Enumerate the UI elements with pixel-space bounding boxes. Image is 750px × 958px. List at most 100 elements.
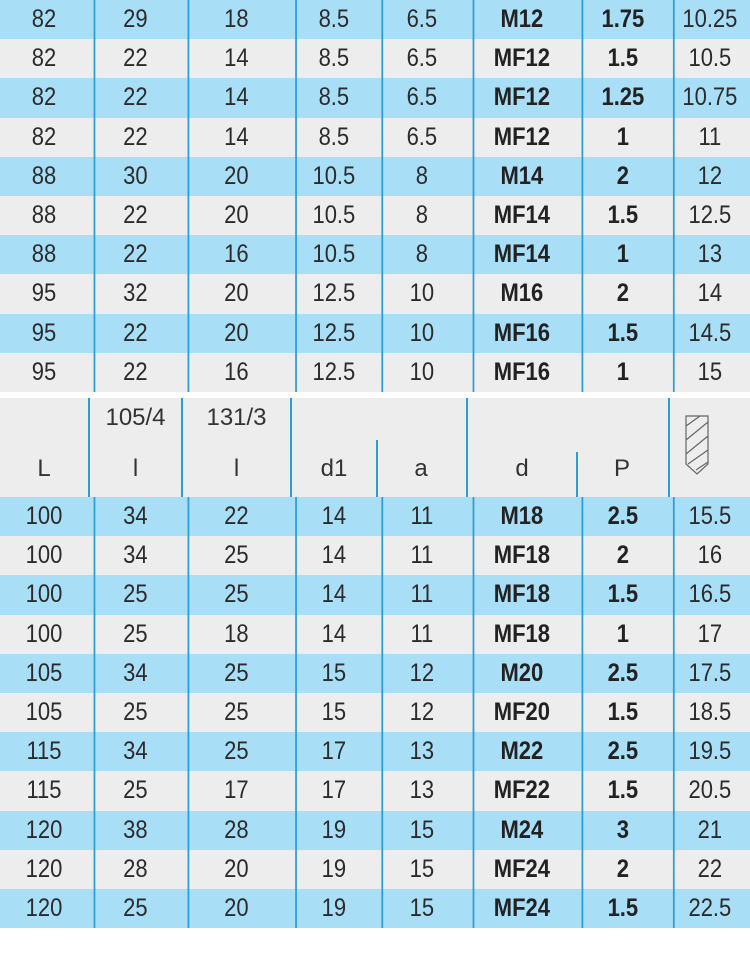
table-cell: 25 <box>93 575 176 615</box>
table-cell: 100 <box>25 502 63 531</box>
table-cell: 10.5 <box>672 39 745 79</box>
table-row: 100 34 25 14 11 MF18 2 16 <box>0 536 750 576</box>
table-cell: 20 <box>187 156 284 196</box>
table-cell: 12.5 <box>295 313 371 353</box>
header-col-a: a <box>376 398 466 497</box>
table-cell: MF12 <box>472 39 570 79</box>
table-row: 95 22 16 12.5 10 MF16 1 15 <box>0 352 750 392</box>
table-cell: 15.5 <box>672 497 745 537</box>
table-cell: 19 <box>295 810 371 850</box>
table-cell: 14 <box>672 274 745 314</box>
table-cell: 22 <box>93 235 176 275</box>
table-cell: 10.5 <box>295 156 371 196</box>
table-cell: 15 <box>295 653 371 693</box>
table-cell: 16 <box>187 352 284 392</box>
table-cell: 34 <box>93 732 176 772</box>
table-cell: 20 <box>187 849 284 889</box>
table-cell: 11 <box>381 536 460 576</box>
table-cell: 30 <box>93 156 176 196</box>
table-cell: 1.25 <box>581 78 663 118</box>
table-cell: 12.5 <box>295 274 371 314</box>
table-cell: 11 <box>381 497 460 537</box>
table-cell: 13 <box>672 235 745 275</box>
table-cell: 12 <box>672 156 745 196</box>
table-bottom: 100 34 22 14 11 M18 2.5 15.5 100 34 25 14 11 MF18 2 16 1… <box>0 497 750 929</box>
table-cell: 10.5 <box>295 235 371 275</box>
table-cell: 2.5 <box>581 732 663 772</box>
table-cell: 22 <box>672 849 745 889</box>
table-cell: M12 <box>472 0 570 40</box>
table-cell: 82 <box>31 5 57 34</box>
table-cell: 15 <box>381 810 460 850</box>
table-cell: 18 <box>187 0 284 40</box>
table-cell: 2 <box>581 274 663 314</box>
table-cell: M18 <box>472 497 570 537</box>
table-cell: 10 <box>381 352 460 392</box>
table-cell: 11 <box>381 575 460 615</box>
table-cell: MF16 <box>472 352 570 392</box>
table-row: 95 22 20 12.5 10 MF16 1.5 14.5 <box>0 313 750 353</box>
table-row: 105 25 25 15 12 MF20 1.5 18.5 <box>0 692 750 733</box>
table-cell: 14 <box>295 497 371 537</box>
table-cell: 100 <box>25 541 63 570</box>
table-cell: 20.5 <box>672 771 745 811</box>
table-cell: 8 <box>381 156 460 196</box>
table-cell: 18.5 <box>672 692 745 733</box>
table-cell: 15 <box>295 692 371 733</box>
table-row: 82 22 14 8.5 6.5 MF12 1 11 <box>0 117 750 157</box>
table-row: 95 32 20 12.5 10 M16 2 14 <box>0 274 750 314</box>
table-cell: MF24 <box>472 888 570 929</box>
table-cell: 18 <box>187 614 284 654</box>
table-cell: M24 <box>472 810 570 850</box>
table-cell: 14 <box>187 39 284 79</box>
table-cell: MF14 <box>472 195 570 236</box>
table-cell: 22 <box>93 313 176 353</box>
table-row: 88 22 16 10.5 8 MF14 1 13 <box>0 235 750 275</box>
table-cell: M14 <box>472 156 570 196</box>
table-cell: 10.75 <box>672 78 745 118</box>
table-cell: M22 <box>472 732 570 772</box>
table-cell: MF18 <box>472 614 570 654</box>
table-cell: 1 <box>581 352 663 392</box>
table-cell: 14 <box>187 78 284 118</box>
table-cell: 82 <box>31 122 57 151</box>
table-cell: 16 <box>187 235 284 275</box>
header-col-l-105: 105/4 l <box>88 398 181 497</box>
table-top: 82 29 18 8.5 6.5 M12 1.75 10.25 82 22 14 8.5 6.5 MF12… <box>0 0 750 392</box>
table-row: 82 29 18 8.5 6.5 M12 1.75 10.25 <box>0 0 750 40</box>
table-row: 82 22 14 8.5 6.5 MF12 1.25 10.75 <box>0 78 750 118</box>
table-cell: 25 <box>187 653 284 693</box>
table-cell: 34 <box>93 653 176 693</box>
table-cell: 28 <box>93 849 176 889</box>
table-cell: 10 <box>381 313 460 353</box>
table-cell: 1.5 <box>581 575 663 615</box>
table-cell: 10.25 <box>672 0 745 40</box>
table-cell: 13 <box>381 732 460 772</box>
table-cell: 1.5 <box>581 313 663 353</box>
table-cell: 17 <box>295 732 371 772</box>
table-cell: 17.5 <box>672 653 745 693</box>
table-cell: 34 <box>93 536 176 576</box>
table-cell: 95 <box>31 279 57 308</box>
table-cell: 29 <box>93 0 176 40</box>
table-row: 115 25 17 17 13 MF22 1.5 20.5 <box>0 771 750 811</box>
table-cell: 6.5 <box>381 78 460 118</box>
table-cell: 8 <box>381 235 460 275</box>
table-row: 100 25 18 14 11 MF18 1 17 <box>0 614 750 654</box>
table-row: 120 28 20 19 15 MF24 2 22 <box>0 849 750 889</box>
table-cell: 20 <box>187 274 284 314</box>
table-cell: 15 <box>381 888 460 929</box>
table-cell: 82 <box>31 44 57 73</box>
table-row: 120 25 20 19 15 MF24 1.5 22.5 <box>0 888 750 929</box>
table-row: 82 22 14 8.5 6.5 MF12 1.5 10.5 <box>0 39 750 79</box>
drill-bit-icon <box>685 415 709 475</box>
table-row: 115 34 25 17 13 M22 2.5 19.5 <box>0 732 750 772</box>
table-cell: 8.5 <box>295 78 371 118</box>
table-cell: 10 <box>381 274 460 314</box>
table-cell: 1.75 <box>581 0 663 40</box>
table-cell: 105 <box>25 698 63 727</box>
table-cell: 22 <box>93 352 176 392</box>
table-cell: 15 <box>672 352 745 392</box>
table-header: L 105/4 l 131/3 l d1 a d P <box>0 398 750 497</box>
table-cell: 25 <box>187 536 284 576</box>
